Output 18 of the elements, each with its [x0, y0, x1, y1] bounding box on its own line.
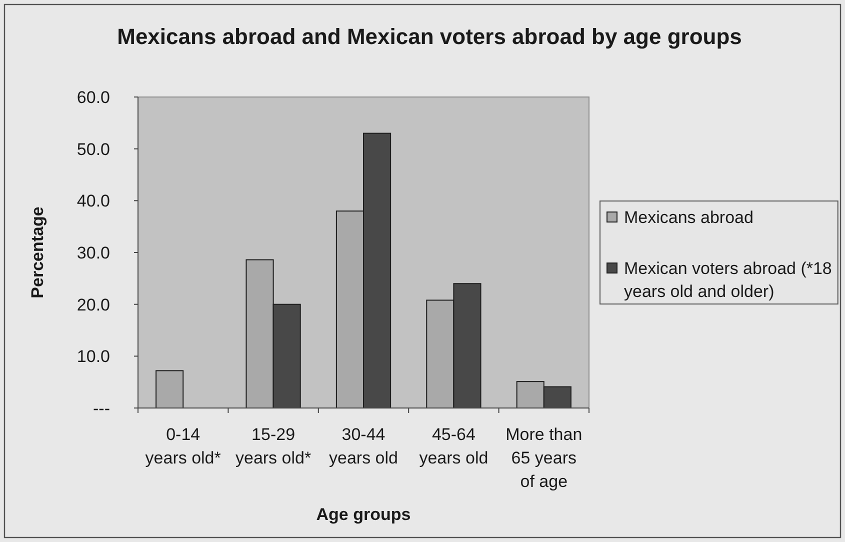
- bar: [156, 370, 184, 408]
- legend-label: Mexican voters abroad (*18 years old and older): [624, 259, 832, 301]
- x-tick-label: 0-14 years old*: [145, 425, 222, 468]
- x-axis-title: Age groups: [316, 505, 411, 524]
- x-tick-label: More than 65 years of age: [506, 425, 582, 491]
- x-tick-label: 15-29 years old*: [235, 425, 312, 468]
- x-tick-label: 45-64 years old: [419, 425, 488, 468]
- y-axis-title: Percentage: [28, 206, 47, 298]
- y-tick-label: 20.0: [76, 295, 110, 314]
- y-tick-label: 60.0: [76, 88, 110, 107]
- y-tick-label: 40.0: [76, 192, 110, 211]
- x-tick-label: 30-44 years old: [329, 425, 398, 468]
- chart-title: Mexicans abroad and Mexican voters abroad by age groups: [117, 24, 742, 49]
- legend-label: Mexicans abroad: [624, 208, 754, 227]
- y-tick-label: 50.0: [76, 140, 110, 159]
- y-tick-label: ---: [93, 398, 110, 418]
- y-tick-label: 10.0: [76, 347, 110, 366]
- y-tick-label: 30.0: [76, 243, 110, 262]
